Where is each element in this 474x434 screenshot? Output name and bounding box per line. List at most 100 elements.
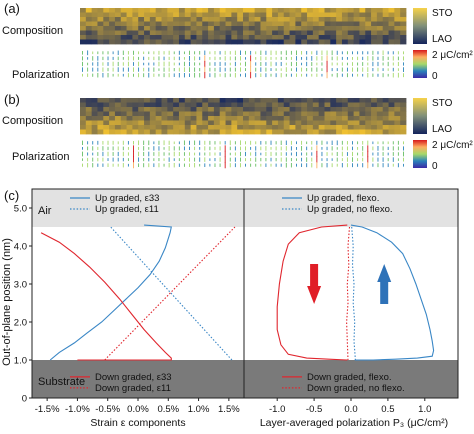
heatmap-cell	[248, 17, 256, 22]
heatmap-cell	[277, 12, 285, 18]
heatmap-cell	[109, 120, 116, 126]
heatmap-cell	[266, 17, 273, 22]
heatmap-cell	[190, 17, 197, 22]
heatmap-cell	[178, 17, 186, 22]
heatmap-cell	[167, 98, 174, 103]
heatmap-cell	[394, 111, 401, 117]
heatmap-cell	[371, 30, 378, 36]
heatmap-cell	[120, 111, 127, 117]
panel-b-pol-colorbar-top: 2 μC/cm²	[432, 140, 473, 151]
heatmap-cell	[202, 102, 209, 108]
heatmap-cell	[144, 111, 151, 117]
heatmap-cell	[184, 107, 192, 112]
heatmap-cell	[196, 8, 203, 13]
heatmap-cell	[324, 17, 331, 22]
heatmap-cell	[80, 116, 87, 121]
heatmap-cell	[213, 107, 221, 112]
heatmap-cell	[132, 21, 139, 27]
heatmap-cell	[178, 21, 186, 27]
heatmap-cell	[225, 125, 232, 130]
heatmap-cell	[330, 129, 337, 135]
heatmap-cell	[126, 116, 133, 121]
heatmap-cell	[155, 125, 162, 130]
heatmap-cell	[225, 8, 232, 13]
heatmap-cell	[243, 21, 250, 27]
heatmap-cell	[237, 12, 244, 18]
heatmap-cell	[138, 102, 145, 108]
heatmap-cell	[167, 8, 174, 13]
heatmap-cell	[371, 12, 378, 18]
heatmap-cell	[231, 39, 238, 45]
heatmap-cell	[219, 98, 226, 103]
heatmap-cell	[376, 12, 384, 18]
heatmap-cell	[301, 35, 308, 40]
series-up-graded-flexo-	[350, 224, 435, 361]
heatmap-cell	[85, 107, 93, 112]
heatmap-cell	[266, 8, 273, 13]
heatmap-cell	[347, 120, 355, 126]
heatmap-cell	[376, 30, 384, 36]
heatmap-cell	[341, 125, 349, 130]
heatmap-cell	[208, 98, 215, 103]
heatmap-cell	[341, 107, 349, 112]
heatmap-cell	[178, 39, 186, 45]
heatmap-cell	[324, 30, 331, 36]
heatmap-cell	[277, 111, 285, 117]
heatmap-cell	[190, 8, 197, 13]
heatmap-cell	[155, 21, 162, 27]
heatmap-cell	[341, 120, 349, 126]
heatmap-cell	[400, 8, 407, 13]
heatmap-cell	[114, 111, 122, 117]
heatmap-cell	[120, 120, 127, 126]
heatmap-cell	[114, 107, 122, 112]
heatmap-cell	[126, 30, 133, 36]
heatmap-cell	[144, 116, 151, 121]
heatmap-cell	[208, 102, 215, 108]
heatmap-cell	[353, 26, 360, 31]
heatmap-cell	[388, 30, 395, 36]
heatmap-cell	[382, 125, 389, 130]
heatmap-cell	[243, 129, 250, 135]
heatmap-cell	[144, 107, 151, 112]
heatmap-cell	[318, 30, 325, 36]
heatmap-cell	[243, 35, 250, 40]
heatmap-cell	[400, 35, 407, 40]
heatmap-cell	[394, 98, 401, 103]
heatmap-cell	[318, 98, 325, 103]
heatmap-cell	[114, 30, 122, 36]
heatmap-cell	[266, 39, 273, 45]
heatmap-cell	[109, 111, 116, 117]
heatmap-cell	[190, 39, 197, 45]
heatmap-cell	[341, 26, 349, 31]
heatmap-cell	[196, 129, 203, 135]
heatmap-cell	[295, 111, 302, 117]
heatmap-cell	[341, 98, 349, 103]
heatmap-cell	[254, 12, 261, 18]
heatmap-cell	[324, 102, 331, 108]
heatmap-cell	[347, 35, 355, 40]
heatmap-cell	[400, 98, 407, 103]
heatmap-cell	[237, 35, 244, 40]
heatmap-cell	[301, 39, 308, 45]
heatmap-cell	[301, 17, 308, 22]
heatmap-cell	[330, 116, 337, 121]
heatmap-cell	[394, 102, 401, 108]
heatmap-cell	[359, 102, 366, 108]
heatmap-cell	[103, 26, 110, 31]
heatmap-cell	[190, 26, 197, 31]
heatmap-cell	[80, 107, 87, 112]
heatmap-cell	[144, 98, 151, 103]
heatmap-cell	[330, 8, 337, 13]
heatmap-cell	[353, 8, 360, 13]
heatmap-cell	[243, 111, 250, 117]
heatmap-cell	[213, 125, 221, 130]
x-tick-label: -1.0	[269, 404, 285, 415]
heatmap-cell	[289, 125, 296, 130]
heatmap-cell	[219, 30, 226, 36]
heatmap-cell	[80, 120, 87, 126]
heatmap-cell	[254, 107, 261, 112]
heatmap-cell	[231, 30, 238, 36]
heatmap-cell	[208, 116, 215, 121]
heatmap-cell	[301, 21, 308, 27]
